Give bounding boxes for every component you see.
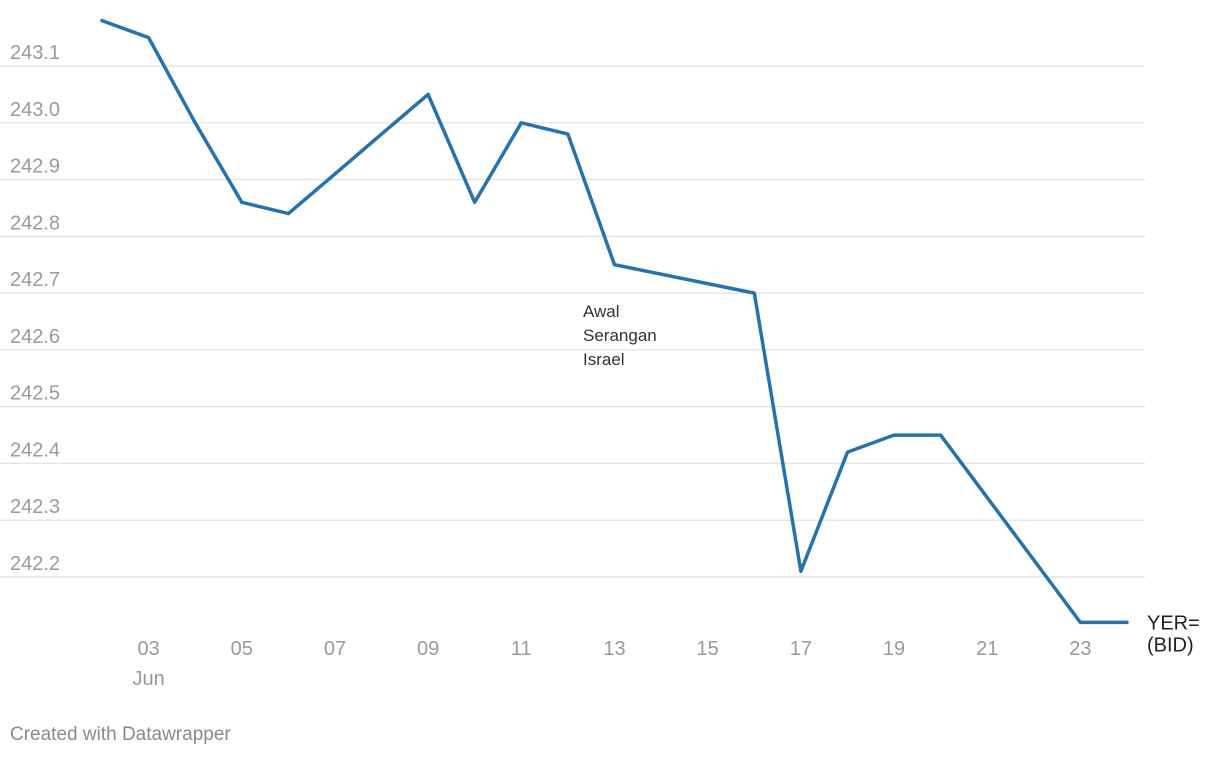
series-line — [100, 18, 1129, 625]
x-tick-label: 09 — [417, 638, 439, 660]
annotation-text: Serangan — [583, 326, 657, 345]
data-point — [193, 121, 197, 125]
data-point — [240, 200, 244, 204]
x-tick-label: 03 — [137, 638, 159, 660]
x-tick-label: 13 — [603, 638, 625, 660]
x-tick-label: 17 — [790, 638, 812, 660]
y-tick-label: 242.5 — [10, 383, 60, 405]
data-point — [752, 291, 756, 295]
y-tick-label: 242.3 — [10, 496, 60, 518]
annotation-text: Israel — [583, 350, 625, 369]
x-tick-label: 11 — [511, 638, 532, 660]
data-point — [147, 36, 151, 40]
x-tick-label: 05 — [231, 638, 253, 660]
x-tick-label: 19 — [883, 638, 905, 660]
gridlines — [0, 65, 1145, 578]
line-chart: 242.2 242.3 242.4 242.5 242.6 242.7 242.8 242.9… — [0, 18, 1200, 690]
y-axis-ticks: 242.2 242.3 242.4 242.5 242.6 242.7 242.8 242.9… — [10, 42, 60, 575]
data-point — [519, 121, 523, 125]
annotation: Awal Serangan Israel — [583, 302, 657, 369]
data-point — [799, 569, 803, 573]
data-point — [100, 19, 104, 23]
x-tick-label: 07 — [324, 638, 346, 660]
y-tick-label: 242.7 — [10, 269, 60, 291]
data-point — [1078, 620, 1082, 624]
x-tick-label: 23 — [1069, 638, 1091, 660]
credit-text: Created with Datawrapper — [10, 724, 231, 745]
y-tick-label: 243.1 — [10, 42, 60, 64]
data-point — [845, 450, 849, 454]
data-point — [380, 132, 384, 136]
data-point — [473, 200, 477, 204]
data-point — [613, 263, 616, 267]
y-tick-label: 242.6 — [10, 326, 60, 348]
series-layer — [100, 18, 1129, 625]
data-point — [892, 433, 896, 437]
x-tick-label: 21 — [976, 638, 998, 660]
data-point — [939, 433, 943, 437]
x-axis-ticks: 03 Jun 05 07 09 11 13 15 17 19 21 23 — [132, 638, 1091, 690]
x-tick-month-label: Jun — [132, 668, 164, 690]
series-label-group: YER=(BID) — [1147, 612, 1200, 656]
x-tick-label: 15 — [697, 638, 719, 660]
data-point — [426, 92, 430, 96]
y-tick-label: 242.9 — [10, 156, 60, 178]
y-tick-label: 242.4 — [10, 439, 60, 461]
data-point — [1125, 620, 1129, 624]
y-tick-label: 243.0 — [10, 99, 60, 121]
series-label: YER= — [1147, 612, 1200, 634]
series-label: (BID) — [1147, 634, 1194, 656]
data-point — [286, 212, 290, 216]
y-tick-label: 242.8 — [10, 212, 60, 234]
annotation-text: Awal — [583, 302, 620, 321]
data-point — [333, 172, 337, 176]
data-point — [566, 132, 570, 136]
y-tick-label: 242.2 — [10, 553, 60, 575]
